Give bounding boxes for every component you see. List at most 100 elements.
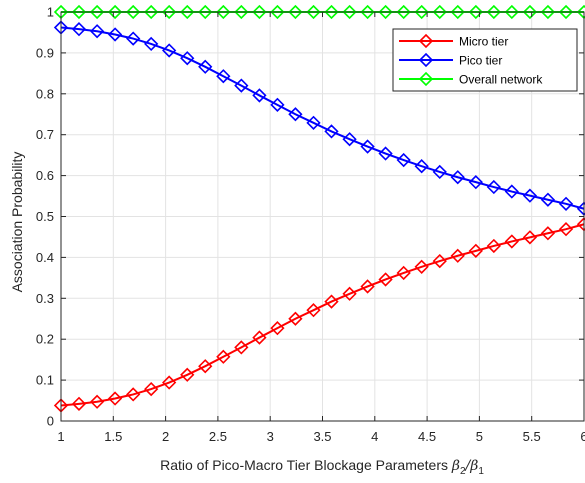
data-point (144, 381, 159, 397)
legend-label: Pico tier (459, 54, 502, 68)
data-point (162, 375, 177, 390)
data-point (324, 294, 339, 309)
data-point (540, 226, 556, 241)
data-point (432, 253, 447, 269)
data-point (126, 31, 141, 46)
data-point (432, 4, 447, 20)
data-point (107, 4, 123, 20)
y-tick-label: 0.6 (36, 168, 54, 183)
data-point (252, 4, 267, 20)
x-tick-label: 1.5 (104, 429, 122, 444)
data-point (450, 4, 465, 20)
data-point (234, 4, 249, 20)
legend-item: Overall network (399, 71, 543, 87)
series-micro-tier (53, 217, 585, 413)
data-point (107, 27, 123, 42)
data-point (450, 248, 465, 263)
series-line (60, 26, 585, 210)
y-axis-label: Association Probability (9, 152, 25, 293)
tick-labels: 1 1.5 2 2.5 3 3.5 4 4.5 5 5.5 6 0 0.1 0.2 0.3 0.4 0.5 0.6… (36, 5, 585, 445)
y-tick-label: 0.8 (36, 86, 54, 101)
data-point (486, 4, 501, 20)
data-point (468, 175, 483, 190)
data-point (468, 4, 483, 20)
data-point (89, 4, 105, 20)
y-tick-label: 0.2 (36, 332, 54, 347)
legend: Micro tier Pico tier Overall network (392, 28, 578, 92)
data-point (180, 367, 195, 382)
x-axis-label: Ratio of Pico-Macro Tier Blockage Parame… (160, 457, 484, 477)
series-line (60, 223, 585, 407)
y-tick-label: 0.1 (36, 373, 54, 388)
data-point (234, 340, 249, 355)
data-point (396, 265, 411, 281)
data-point (324, 4, 339, 20)
data-point (144, 36, 159, 52)
legend-item: Micro tier (399, 33, 508, 49)
data-point (504, 234, 519, 249)
data-point (252, 88, 267, 103)
data-point (558, 196, 574, 211)
legend-marker (418, 33, 434, 49)
data-point (71, 4, 87, 20)
data-point (468, 243, 483, 258)
y-tick-label: 0 (47, 414, 54, 429)
data-point (522, 230, 538, 245)
data-point (216, 4, 231, 20)
x-tick-label: 2 (162, 429, 169, 444)
y-tick-label: 0.3 (36, 291, 54, 306)
data-point (486, 179, 501, 195)
data-point (180, 4, 195, 20)
x-tick-label: 1 (57, 429, 64, 444)
data-point (270, 4, 285, 20)
x-tick-label: 6 (580, 429, 585, 444)
data-point (288, 107, 303, 122)
y-tick-label: 0.5 (36, 209, 54, 224)
data-point (162, 4, 177, 20)
y-tick-label: 1 (47, 5, 54, 20)
data-point (342, 4, 357, 20)
y-tick-label: 0.4 (36, 250, 54, 265)
x-tick-label: 5 (476, 429, 483, 444)
x-tick-label: 4.5 (418, 429, 436, 444)
legend-label: Overall network (459, 73, 543, 87)
data-point (360, 4, 375, 20)
x-tick-label: 4 (371, 429, 378, 444)
legend-marker (418, 52, 434, 68)
data-point (522, 4, 538, 20)
data-point (216, 69, 231, 84)
data-point (234, 78, 249, 93)
data-point (396, 152, 411, 168)
data-point (198, 359, 213, 374)
data-point (558, 222, 574, 237)
data-point (71, 396, 87, 411)
data-point (450, 170, 465, 185)
data-point (306, 4, 321, 20)
data-point (324, 124, 339, 139)
data-point (180, 51, 195, 66)
data-point (342, 286, 357, 301)
data-point (396, 4, 411, 20)
data-point (270, 97, 285, 112)
data-point (540, 4, 556, 20)
x-tick-label: 2.5 (209, 429, 227, 444)
data-point (71, 22, 87, 37)
data-point (288, 311, 303, 326)
legend-label: Micro tier (459, 35, 508, 49)
data-point (378, 146, 393, 161)
data-point (270, 321, 285, 336)
data-point (306, 303, 321, 318)
data-point (414, 4, 429, 20)
data-point (306, 115, 321, 130)
data-point (360, 139, 375, 154)
data-point (89, 394, 105, 409)
data-point (522, 188, 538, 203)
data-point (504, 184, 519, 199)
legend-marker (418, 71, 434, 87)
data-point (162, 43, 177, 58)
y-tick-label: 0.9 (36, 45, 54, 60)
data-point (126, 387, 141, 402)
data-point (378, 272, 393, 287)
data-point (342, 132, 357, 147)
